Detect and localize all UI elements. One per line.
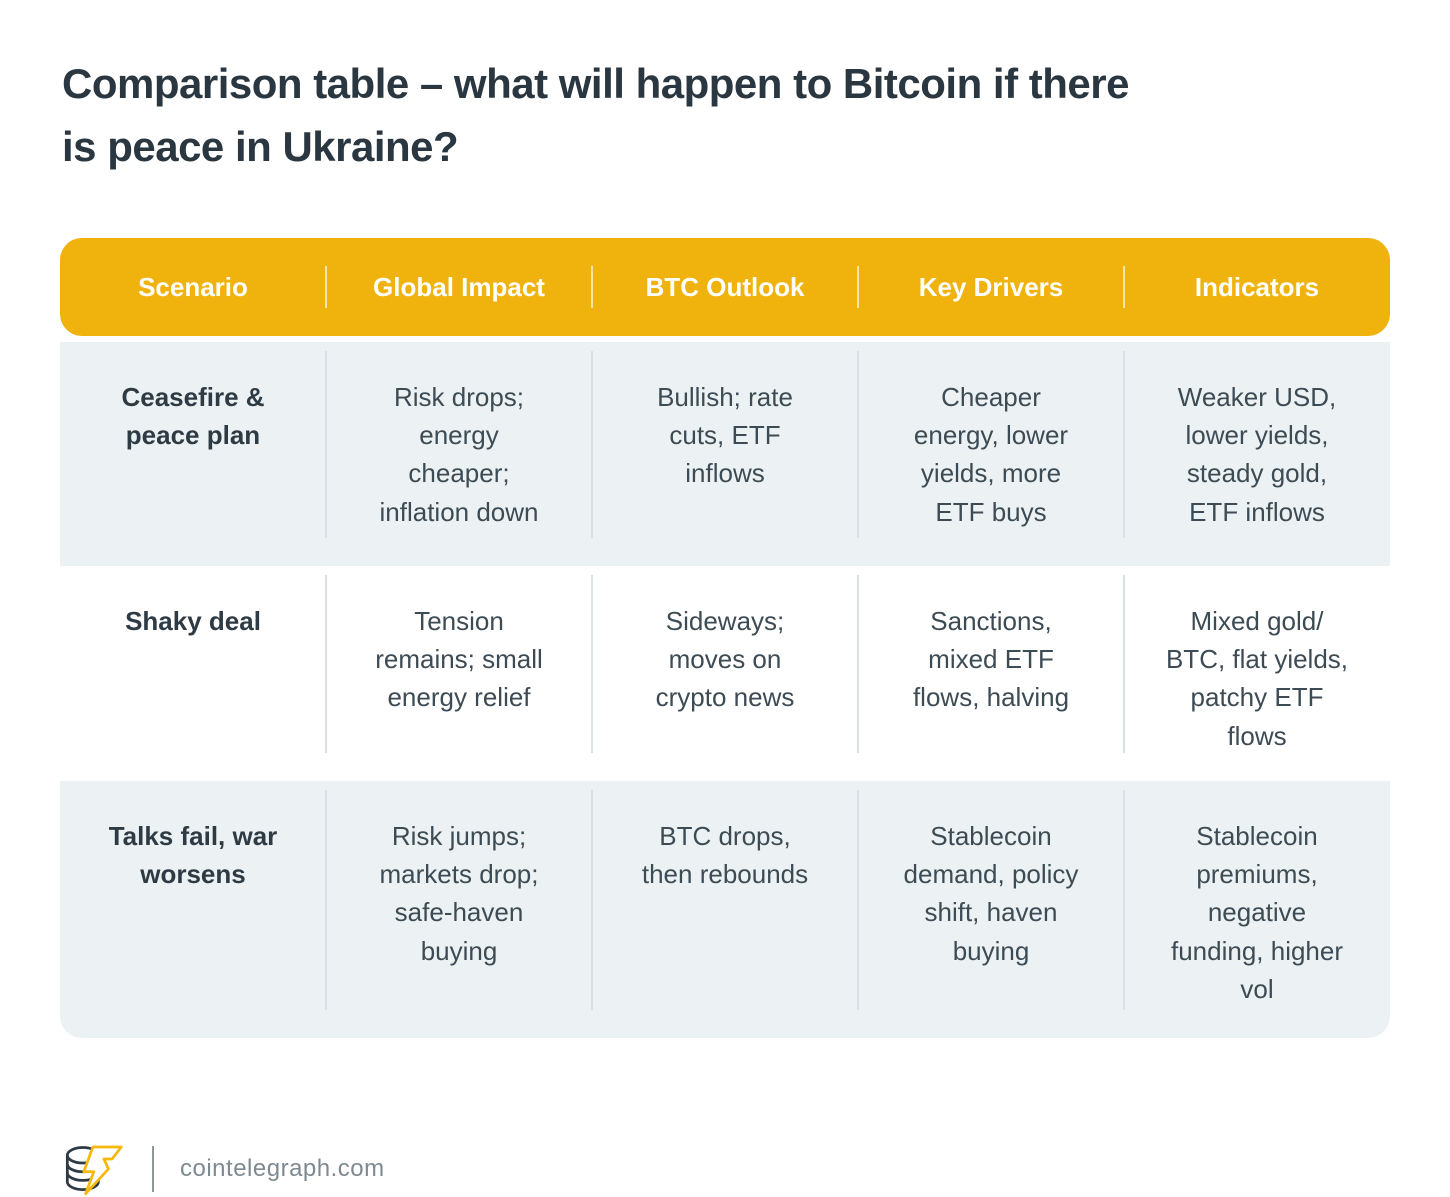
cointelegraph-logo-icon — [65, 1145, 123, 1196]
cell-scenario: Talks fail, war worsens — [108, 821, 278, 890]
table-header-row: Scenario Global Impact BTC Outlook Key D… — [60, 238, 1390, 336]
footer-site-label: cointelegraph.com — [180, 1155, 385, 1182]
cell-global-impact: Risk drops; energy cheaper; inflation do… — [325, 342, 592, 566]
cell-btc-outlook: Bullish; rate cuts, ETF inflows — [591, 342, 858, 566]
cell-indicators: Stablecoin premiums, negative funding, h… — [1123, 781, 1390, 1038]
lightning-bolt-icon — [82, 1145, 123, 1196]
column-header-indicators: Indicators — [1124, 238, 1390, 336]
column-header-key-drivers: Key Drivers — [858, 238, 1124, 336]
table-row-talks-fail: Talks fail, war worsens Risk jumps; mark… — [60, 781, 1390, 1038]
cell-global-impact: Tension remains; small energy relief — [325, 566, 592, 781]
column-header-scenario: Scenario — [138, 271, 248, 302]
cell-indicators: Weaker USD, lower yields, steady gold, E… — [1123, 342, 1390, 566]
table-row-shaky-deal: Shaky deal Tension remains; small energy… — [60, 566, 1390, 781]
cell-key-drivers: Sanctions, mixed ETF flows, halving — [857, 566, 1124, 781]
cell-scenario: Ceasefire & peace plan — [121, 382, 265, 451]
cell-btc-outlook: BTC drops, then rebounds — [591, 781, 858, 1038]
page-title: Comparison table – what will happen to B… — [62, 60, 1129, 170]
cell-key-drivers: Cheaper energy, lower yields, more ETF b… — [857, 342, 1124, 566]
footer-divider — [152, 1146, 154, 1192]
table-row-ceasefire: Ceasefire & peace plan Risk drops; energ… — [60, 342, 1390, 566]
column-header-btc-outlook: BTC Outlook — [592, 238, 858, 336]
cell-btc-outlook: Sideways; moves on crypto news — [591, 566, 858, 781]
infographic-page: Comparison table – what will happen to B… — [0, 52, 1450, 1197]
cell-scenario: Shaky deal — [125, 606, 261, 636]
cell-indicators: Mixed gold/ BTC, flat yields, patchy ETF… — [1123, 566, 1390, 781]
cell-key-drivers: Stablecoin demand, policy shift, haven b… — [857, 781, 1124, 1038]
cell-global-impact: Risk jumps; markets drop; safe-haven buy… — [325, 781, 592, 1038]
comparison-table: Scenario Global Impact BTC Outlook Key D… — [60, 238, 1390, 1038]
footer: cointelegraph.com — [60, 1140, 385, 1197]
column-header-global-impact: Global Impact — [326, 238, 592, 336]
